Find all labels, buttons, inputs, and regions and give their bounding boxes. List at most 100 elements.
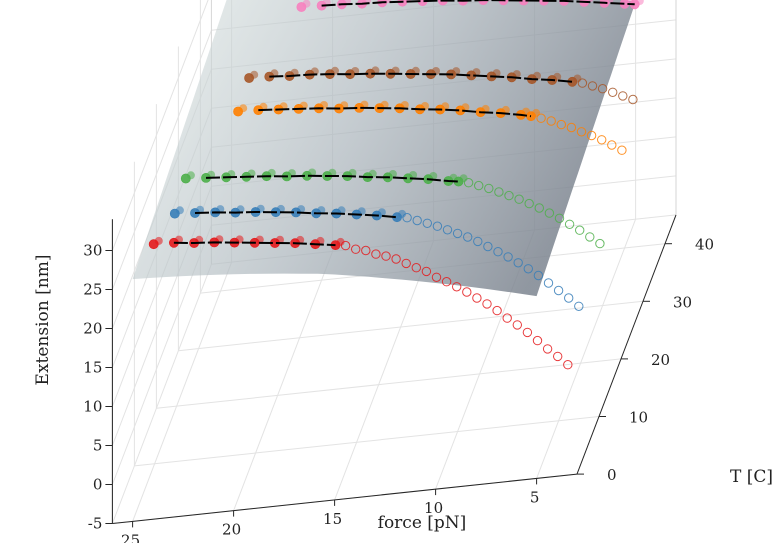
data-point-filled [429, 172, 438, 180]
data-point-filled [481, 104, 490, 113]
data-point-filled [360, 100, 369, 109]
data-point-open [543, 278, 554, 288]
data-point-open [463, 232, 473, 242]
data-point-filled [635, 0, 644, 5]
data-point-open [553, 285, 564, 296]
grid-line [132, 262, 233, 522]
data-point-filled [336, 237, 345, 246]
data-point-open [532, 335, 543, 346]
data-point-filled [340, 101, 349, 110]
z-tick-label: 25 [83, 281, 102, 299]
data-point-filled [371, 66, 380, 75]
grid-line [334, 240, 435, 501]
data-point-open [484, 183, 494, 194]
data-point-filled [296, 235, 305, 244]
data-point-filled [239, 104, 248, 113]
data-point-filled [186, 171, 195, 180]
data-point-filled [512, 70, 521, 79]
z-tick-label: 10 [83, 398, 102, 416]
y-tick-label: 40 [695, 236, 714, 254]
data-point-filled [250, 70, 259, 79]
data-point-filled [348, 168, 357, 177]
data-point-open [522, 327, 533, 338]
z-tick-label: 30 [83, 242, 102, 260]
data-point-filled [452, 67, 461, 76]
data-point-filled [215, 235, 224, 244]
data-point-filled [432, 67, 440, 75]
z-tick-label: 5 [93, 437, 103, 455]
data-point-open [563, 360, 573, 370]
data-point-filled [400, 101, 409, 109]
z-tick-label: -5 [88, 515, 103, 533]
data-point-filled [351, 67, 360, 75]
surface-layer [132, 0, 636, 297]
data-point-open [351, 244, 361, 254]
open-points-layer [340, 78, 638, 370]
data-point-filled [299, 101, 308, 110]
data-point-open [566, 122, 577, 133]
data-point-filled [317, 206, 326, 215]
grid-line [536, 219, 637, 479]
data-point-open [577, 78, 588, 88]
data-point-filled [573, 74, 582, 83]
x-axis-line [112, 473, 578, 524]
z-axis-label: Extension [nm] [33, 255, 53, 386]
data-point-filled [357, 207, 366, 216]
grid-line [134, 416, 600, 467]
data-point-filled [398, 209, 407, 218]
data-point-open [534, 203, 544, 213]
data-point-open [503, 252, 513, 262]
data-point-open [607, 140, 617, 150]
data-point-filled [388, 170, 397, 178]
data-point-filled [328, 168, 337, 177]
data-point-filled [553, 72, 562, 81]
data-point-open [618, 91, 628, 101]
x-tick-label: 15 [323, 510, 342, 528]
y-tick-label: 0 [607, 466, 617, 484]
data-point-filled [533, 71, 541, 80]
data-point-filled [287, 169, 296, 178]
fit-line [321, 0, 635, 7]
data-point-filled [391, 66, 400, 75]
data-point-open [441, 277, 452, 287]
z-tick-label: 20 [83, 320, 102, 338]
data-point-open [452, 228, 463, 239]
data-point-filled [236, 205, 245, 214]
data-point-open [411, 263, 421, 273]
data-point-filled [310, 67, 319, 76]
data-point-open [597, 135, 607, 145]
fit-line [173, 241, 336, 247]
data-point-open [597, 84, 608, 94]
data-point-open [546, 116, 556, 126]
data-point-filled [297, 205, 306, 214]
data-point-filled [267, 168, 276, 177]
data-point-open [585, 232, 595, 242]
data-point-filled [255, 235, 264, 244]
y-tick-label: 30 [673, 293, 692, 311]
data-point-filled [175, 235, 183, 244]
data-point-open [463, 178, 474, 188]
data-point-open [492, 305, 502, 316]
data-point-open [524, 198, 534, 209]
y-tick-label: 20 [651, 351, 670, 369]
data-point-filled [276, 235, 284, 244]
data-point-filled [532, 108, 541, 117]
data-point-open [556, 119, 566, 130]
data-point-filled [227, 170, 236, 179]
data-point-open [421, 266, 432, 277]
data-point-filled [216, 205, 225, 214]
y-tick-label: 10 [629, 409, 648, 427]
data-point-filled [472, 68, 481, 77]
data-point-filled [175, 206, 184, 215]
axis-layer: 25 20 15 10 5 0 10 20 30 40 -5 0 5 10 15 20 25 30 [83, 214, 714, 543]
data-point-open [554, 213, 565, 224]
data-point-filled [235, 235, 244, 244]
z-tick-label: 0 [93, 476, 103, 494]
data-point-filled [247, 169, 256, 178]
grid-line [111, 0, 209, 251]
data-point-open [536, 113, 546, 123]
data-point-filled [337, 206, 346, 215]
data-point-open [564, 219, 575, 230]
data-point-filled [441, 102, 450, 111]
